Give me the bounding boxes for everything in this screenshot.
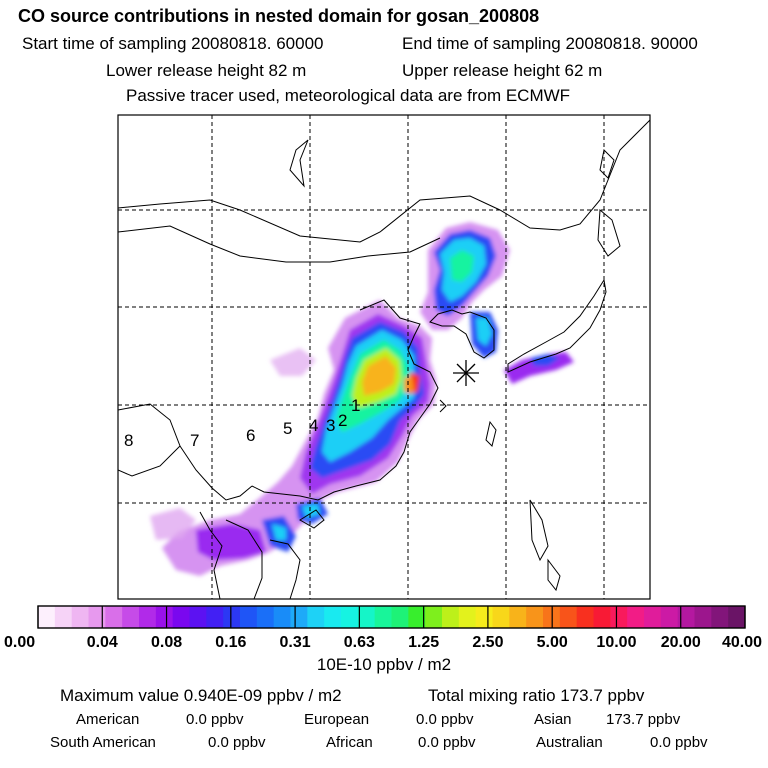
colorbar-tick-label: 0.04: [87, 634, 118, 651]
colorbar-swatch: [38, 606, 56, 628]
colorbar-swatch: [341, 606, 359, 628]
asian-value: 173.7 ppbv: [606, 711, 681, 728]
colorbar-swatch: [559, 606, 578, 628]
colorbar-unit: 10E-10 ppbv / m2: [316, 655, 452, 674]
colorbar-swatch: [627, 606, 645, 628]
upper-release-height: Upper release height 62 m: [402, 61, 603, 80]
plot-title: CO source contributions in nested domain…: [18, 6, 540, 26]
colorbar-swatch: [425, 606, 443, 628]
colorbar-swatch: [694, 606, 712, 628]
american-label: American: [76, 711, 140, 728]
colorbar-swatch: [189, 606, 207, 628]
maximum-value: Maximum value 0.940E-09 ppbv / m2: [60, 686, 342, 705]
source-label-5: 5: [283, 419, 292, 438]
source-label-2: 2: [338, 411, 347, 430]
colorbar-swatch: [139, 606, 157, 628]
lower-release-height: Lower release height 82 m: [106, 61, 307, 80]
colorbar-tick-label: 0.63: [344, 634, 375, 651]
colorbar-swatch: [155, 606, 174, 628]
african-value: 0.0 ppbv: [418, 734, 476, 751]
colorbar-tick-label: 0.00: [4, 634, 35, 651]
colorbar-tick-label: 20.00: [661, 634, 701, 651]
american-value: 0.0 ppbv: [186, 711, 244, 728]
colorbar-border: [37, 605, 746, 629]
colorbar-swatch: [206, 606, 224, 628]
african-label: African: [326, 734, 373, 751]
colorbar-tick-label: 2.50: [472, 634, 503, 651]
colorbar-swatch: [54, 606, 73, 628]
asterisk-icon: [453, 360, 479, 386]
source-label-6: 6: [246, 426, 255, 445]
colorbar-tick-labels: 0.00 0.04 0.08 0.16 0.31 0.63 1.25 2.50 5.00 10.0…: [4, 634, 762, 651]
tracer-note: Passive tracer used, meteorological data…: [126, 86, 571, 105]
colorbar-tick-label: 40.00: [722, 634, 762, 651]
colorbar-swatch: [492, 606, 510, 628]
colorbar-swatch: [660, 606, 679, 628]
australian-label: Australian: [536, 734, 603, 751]
end-time: End time of sampling 20080818. 90000: [402, 34, 698, 53]
source-label-8: 8: [124, 431, 133, 450]
colorbar-swatch: [576, 606, 594, 628]
colorbar-swatch: [290, 606, 308, 628]
colorbar-tick-label: 0.16: [215, 634, 246, 651]
colorbar-swatch: [677, 606, 695, 628]
european-value: 0.0 ppbv: [416, 711, 474, 728]
colorbar-swatch: [324, 606, 342, 628]
lat-lon-grid: [118, 115, 650, 599]
colorbar-swatch: [71, 606, 89, 628]
colorbar-swatch: [122, 606, 140, 628]
map-frame: [117, 114, 651, 600]
colorbar-swatch: [357, 606, 376, 628]
colorbar-swatch: [458, 606, 477, 628]
colorbar-swatch: [273, 606, 291, 628]
colorbar-swatch: [526, 606, 544, 628]
colorbar-swatch: [442, 606, 460, 628]
colorbar-swatch: [307, 606, 325, 628]
colorbar-swatch: [223, 606, 241, 628]
source-label-3: 3: [326, 416, 335, 435]
colorbar-swatch: [711, 606, 729, 628]
coastlines: [118, 119, 650, 599]
australian-value: 0.0 ppbv: [650, 734, 708, 751]
colorbar-tick-label: 1.25: [408, 634, 439, 651]
colorbar-tick-label: 10.00: [596, 634, 636, 651]
colorbar-tick-label: 5.00: [537, 634, 568, 651]
colorbar-swatch: [408, 606, 426, 628]
colorbar-swatch: [105, 606, 123, 628]
colorbar-swatch: [240, 606, 258, 628]
source-label-7: 7: [190, 431, 199, 450]
colorbar-tick-label: 0.08: [151, 634, 182, 651]
contribution-plume: [150, 222, 574, 576]
colorbar-swatch: [475, 606, 493, 628]
european-label: European: [304, 711, 370, 728]
source-label-1: 1: [351, 396, 360, 415]
colorbar-swatch: [256, 606, 275, 628]
colorbar-swatch: [172, 606, 190, 628]
colorbar-swatch: [728, 606, 746, 628]
south-american-label: South American: [50, 734, 156, 751]
colorbar-tick-label: 0.31: [280, 634, 311, 651]
south-american-value: 0.0 ppbv: [208, 734, 266, 751]
start-time: Start time of sampling 20080818. 60000: [22, 34, 324, 53]
colorbar-swatch: [509, 606, 527, 628]
colorbar-swatch: [374, 606, 392, 628]
colorbar-swatch: [593, 606, 611, 628]
colorbar: [37, 605, 746, 629]
colorbar-swatch: [644, 606, 662, 628]
asian-label: Asian: [534, 711, 572, 728]
colorbar-swatch: [610, 606, 628, 628]
source-label-4: 4: [309, 416, 318, 435]
colorbar-swatch: [391, 606, 409, 628]
total-mixing-ratio: Total mixing ratio 173.7 ppbv: [428, 686, 645, 705]
colorbar-swatch: [88, 606, 106, 628]
